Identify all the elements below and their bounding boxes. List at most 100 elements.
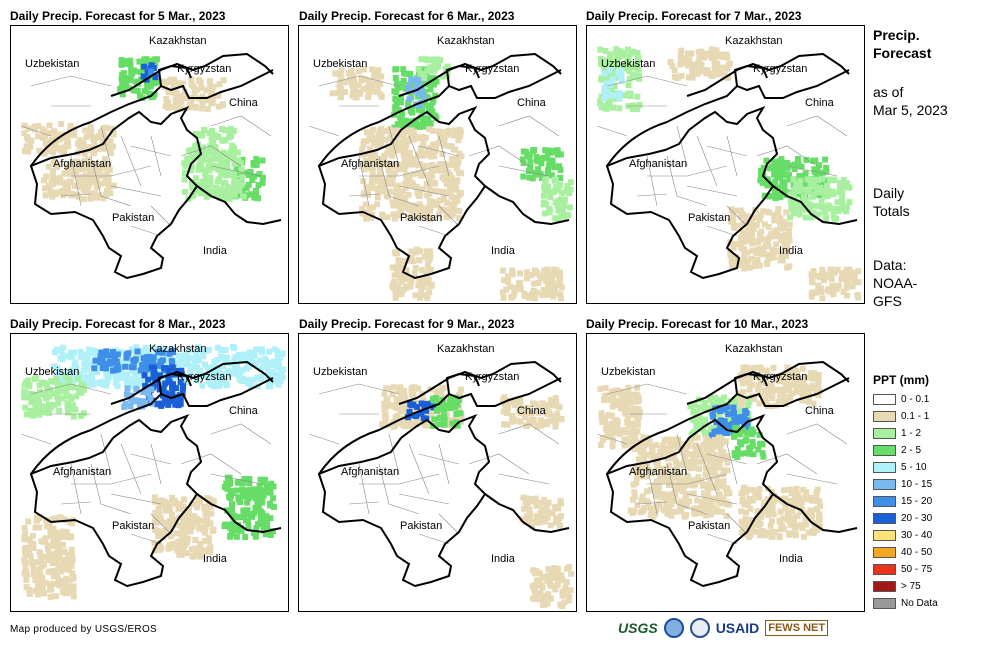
precip-cell bbox=[687, 437, 694, 444]
country-label-china: China bbox=[805, 97, 835, 109]
precip-cell bbox=[191, 513, 198, 520]
precip-cell bbox=[804, 176, 811, 183]
precip-cell bbox=[651, 482, 658, 489]
precip-cell bbox=[231, 192, 238, 199]
precip-cell bbox=[128, 376, 135, 383]
province-border bbox=[60, 501, 92, 505]
precip-cell bbox=[149, 356, 156, 363]
precip-cell bbox=[110, 349, 116, 356]
precip-cell bbox=[122, 363, 129, 370]
precip-cell bbox=[152, 61, 159, 68]
precip-cell bbox=[41, 133, 48, 140]
precip-cell bbox=[80, 180, 87, 187]
precip-cell bbox=[674, 508, 680, 515]
precip-cell bbox=[855, 268, 862, 275]
precip-cell bbox=[200, 517, 207, 524]
precip-cell bbox=[188, 546, 195, 553]
precip-cell bbox=[450, 185, 457, 192]
precip-cell bbox=[107, 190, 114, 197]
precip-cell bbox=[204, 518, 211, 525]
province-border bbox=[647, 165, 728, 177]
precip-cell bbox=[22, 568, 29, 574]
precip-cell bbox=[811, 202, 817, 209]
precip-cell bbox=[61, 179, 68, 186]
precip-cell bbox=[416, 201, 423, 208]
precip-cell bbox=[205, 538, 212, 545]
precip-cell bbox=[399, 139, 406, 146]
precip-cell bbox=[178, 545, 185, 552]
precip-cell bbox=[123, 391, 130, 398]
precip-cell bbox=[36, 515, 43, 522]
precip-cell bbox=[785, 515, 792, 522]
precip-cell bbox=[739, 413, 746, 420]
precip-cell bbox=[46, 144, 53, 151]
precip-cell bbox=[382, 136, 389, 143]
precip-cell bbox=[800, 388, 807, 395]
precip-cell bbox=[451, 128, 458, 135]
precip-cell bbox=[561, 202, 568, 209]
precip-cell bbox=[669, 63, 676, 70]
precip-cell bbox=[534, 422, 541, 429]
precip-cell bbox=[455, 407, 462, 413]
precip-cell bbox=[748, 232, 755, 238]
precip-cell bbox=[169, 511, 175, 518]
precip-cell bbox=[145, 371, 152, 378]
country-border bbox=[772, 185, 858, 226]
precip-cell bbox=[691, 507, 698, 514]
precip-cell bbox=[601, 95, 608, 102]
precip-cell bbox=[641, 441, 648, 448]
precip-cell bbox=[729, 421, 736, 428]
precip-cell bbox=[824, 182, 830, 189]
precip-cell bbox=[544, 266, 550, 273]
province-border bbox=[210, 165, 262, 177]
precip-cell bbox=[166, 544, 172, 550]
precip-cell bbox=[802, 201, 809, 208]
precip-cell bbox=[815, 173, 822, 179]
precip-cell bbox=[825, 287, 832, 294]
precip-cell bbox=[377, 142, 384, 149]
precip-cell bbox=[746, 365, 753, 372]
precip-cell bbox=[664, 510, 671, 517]
precip-cell bbox=[383, 192, 390, 199]
precip-cell bbox=[610, 425, 617, 431]
precip-cell bbox=[843, 284, 850, 291]
precip-cell bbox=[205, 534, 212, 541]
precip-cell bbox=[542, 147, 549, 154]
precip-cell bbox=[167, 525, 174, 532]
precip-cell bbox=[165, 87, 171, 94]
province-border bbox=[438, 443, 450, 485]
precip-cell bbox=[745, 402, 752, 409]
precip-cell bbox=[629, 431, 635, 438]
precip-cell bbox=[550, 280, 557, 287]
precip-cell bbox=[418, 79, 425, 86]
precip-cell bbox=[629, 71, 636, 78]
precip-cell bbox=[695, 473, 702, 480]
precip-cell bbox=[700, 50, 707, 57]
precip-cell bbox=[59, 395, 66, 402]
precip-cell bbox=[196, 357, 202, 364]
precip-cell bbox=[820, 274, 827, 281]
precip-cell bbox=[264, 520, 270, 526]
precip-cell bbox=[94, 369, 101, 375]
precip-cell bbox=[540, 154, 547, 161]
precip-cell bbox=[533, 502, 540, 509]
precip-cell bbox=[702, 416, 709, 423]
precip-cell bbox=[100, 195, 107, 202]
precip-cell bbox=[224, 485, 231, 492]
precip-cell bbox=[71, 384, 78, 391]
country-label-kazakhstan: Kazakhstan bbox=[437, 343, 494, 355]
precip-cell bbox=[122, 75, 129, 82]
precip-cell bbox=[769, 496, 776, 503]
country-label-pakistan: Pakistan bbox=[400, 520, 442, 532]
precip-cell bbox=[415, 83, 422, 90]
precip-cell bbox=[52, 189, 59, 196]
precip-cell bbox=[430, 96, 437, 103]
precip-cell bbox=[769, 395, 776, 402]
precip-cell bbox=[814, 188, 821, 194]
precip-cell bbox=[742, 437, 749, 444]
precip-cell bbox=[526, 511, 533, 518]
precip-cell bbox=[547, 402, 554, 409]
province-border bbox=[438, 513, 460, 535]
precip-cell bbox=[678, 508, 685, 515]
